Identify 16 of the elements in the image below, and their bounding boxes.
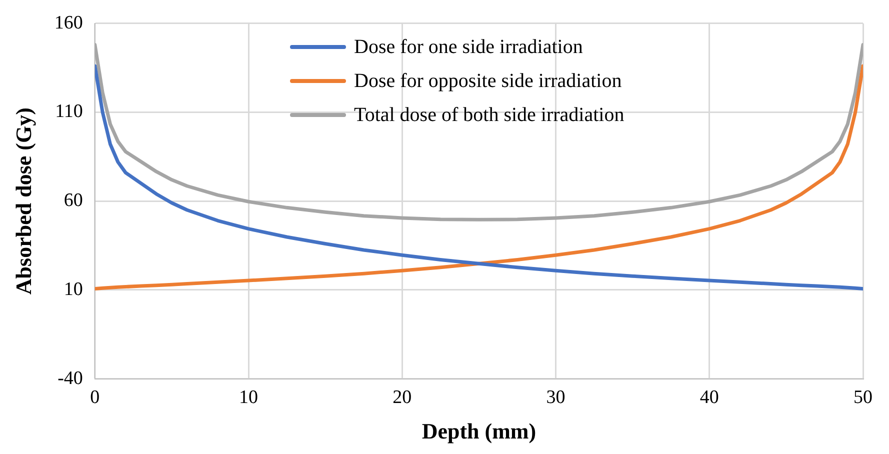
y-tick-label: 110 [55,101,83,122]
y-axis-title: Absorbed dose (Gy) [10,108,36,295]
x-tick-label: 30 [546,387,566,408]
y-tick-label: 60 [64,190,83,212]
x-tick-label: 20 [392,387,412,408]
x-tick-label: 40 [700,387,719,408]
y-tick-label: 160 [54,12,83,34]
x-tick-label: 0 [90,387,100,408]
legend-label: Total dose of both side irradiation [354,104,624,126]
legend-label: Dose for one side irradiation [354,36,583,58]
x-tick-label: 50 [854,387,872,408]
legend-label: Dose for opposite side irradiation [354,70,622,92]
y-tick-label: 10 [64,278,83,300]
x-axis-title: Depth (mm) [422,418,536,444]
x-tick-label: 10 [239,387,258,408]
y-tick-label: -40 [58,368,83,389]
